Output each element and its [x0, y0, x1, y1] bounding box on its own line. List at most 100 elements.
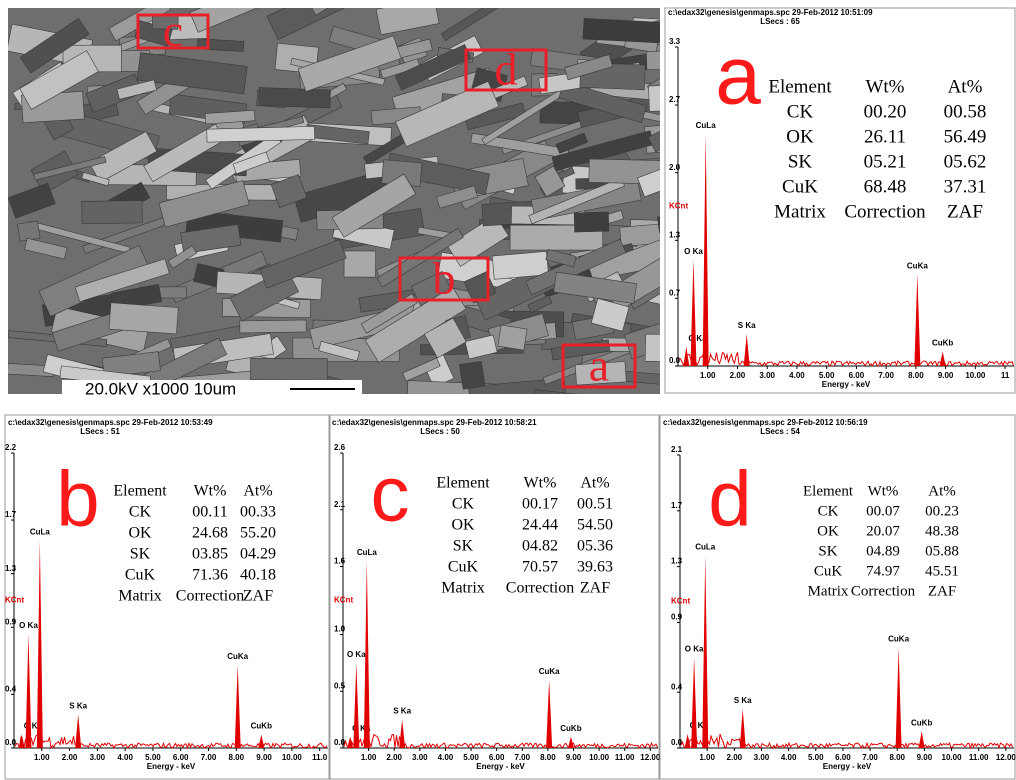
y-axis-label: KCnt: [671, 597, 690, 606]
peak-label: CuKb: [560, 724, 581, 733]
lsecs: LSecs : 51: [80, 427, 120, 436]
y-tick-label: 0.5: [334, 681, 346, 690]
crystal: [459, 361, 485, 389]
table-cell: 03.85: [192, 546, 228, 563]
table-cell: 20.07: [866, 523, 900, 539]
x-tick-label: 8.00: [908, 371, 924, 380]
panel-header: c:\edax32\genesis\genmaps.spc 29-Feb-201…: [8, 418, 213, 427]
table-footer: Correction: [176, 588, 244, 605]
y-tick-label: 1.3: [5, 564, 17, 573]
x-tick-label: 3.00: [754, 753, 770, 762]
x-tick-label: 5.00: [819, 371, 835, 380]
y-tick-label: 0.0: [669, 356, 681, 365]
table-cell: SK: [818, 543, 837, 559]
table-footer: ZAF: [928, 583, 956, 599]
x-tick-label: 2.00: [386, 753, 402, 762]
x-tick-label: 6.00: [173, 753, 189, 762]
x-tick-label: 6.00: [849, 371, 865, 380]
peak-label: CuLa: [357, 548, 378, 557]
x-tick-label: 12.00: [640, 753, 661, 762]
table-cell: OK: [817, 523, 839, 539]
x-tick-label: 2.00: [62, 753, 78, 762]
y-tick-label: 1.3: [671, 557, 683, 566]
y-axis-label: KCnt: [669, 202, 688, 211]
x-tick-label: 4.00: [789, 371, 805, 380]
table-cell: 00.58: [944, 101, 987, 122]
x-tick-label: 9.00: [256, 753, 272, 762]
x-tick-label: 10.00: [589, 753, 610, 762]
table-header: Wt%: [194, 483, 227, 500]
x-tick-label: 8.00: [540, 753, 556, 762]
x-tick-label: 1.00: [34, 753, 50, 762]
x-axis-label: Energy - keV: [476, 762, 525, 771]
x-tick-label: 9.00: [938, 371, 954, 380]
figure: 20.0kV x1000 10um c d b a c:\edax32\genesis\g…: [0, 0, 1016, 780]
table-footer: ZAF: [947, 201, 983, 222]
table-cell: 05.21: [864, 151, 907, 172]
y-tick-label: 0.4: [671, 682, 683, 691]
table-header: At%: [948, 76, 983, 97]
peak-label: O Ka: [684, 247, 703, 256]
peak-label: CuKb: [251, 722, 272, 731]
y-axis-label: KCnt: [5, 596, 24, 605]
table-footer: Matrix: [808, 583, 849, 599]
panel-frame: [5, 415, 329, 779]
y-tick-label: 1.7: [5, 510, 17, 519]
peak-label: CuKa: [888, 635, 909, 644]
table-cell: 00.51: [577, 496, 613, 513]
y-tick-label: 3.3: [669, 37, 681, 46]
panel-letter: a: [715, 31, 761, 122]
table-footer: Matrix: [118, 588, 162, 605]
lsecs: LSecs : 54: [760, 427, 800, 436]
x-tick-label: 10.00: [965, 371, 986, 380]
peak-label: O Ka: [685, 644, 704, 653]
panel-header: c:\edax32\genesis\genmaps.spc 29-Feb-201…: [332, 418, 537, 427]
x-tick-label: 1.00: [700, 371, 716, 380]
table-cell: 05.88: [925, 543, 959, 559]
panel-letter: c: [371, 450, 410, 538]
table-cell: 04.82: [522, 538, 558, 555]
table-cell: 71.36: [192, 567, 228, 584]
table-cell: 00.07: [866, 503, 900, 519]
panel-letter: d: [708, 455, 751, 543]
crystal: [207, 126, 315, 142]
scale-text: 20.0kV x1000 10um: [85, 379, 236, 398]
y-tick-label: 0.9: [671, 613, 683, 622]
x-tick-label: 7.00: [862, 753, 878, 762]
table-cell: 39.63: [577, 559, 613, 576]
table-cell: CK: [787, 101, 814, 122]
y-tick-label: 0.7: [669, 288, 681, 297]
crystal: [498, 325, 527, 350]
x-tick-label: 9.00: [566, 753, 582, 762]
crystal: [109, 303, 178, 334]
peak-label: S Ka: [734, 696, 752, 705]
table-cell: OK: [451, 517, 475, 534]
x-tick-label: 7.00: [201, 753, 217, 762]
region-label: c: [163, 5, 183, 56]
table-footer: ZAF: [580, 580, 610, 597]
table-cell: 40.18: [240, 567, 276, 584]
x-tick-label: 6.00: [489, 753, 505, 762]
crystal: [240, 320, 306, 333]
table-cell: CK: [129, 504, 152, 521]
peak-label: S Ka: [393, 707, 411, 716]
region-label: a: [589, 340, 609, 391]
table-header: Element: [436, 475, 490, 492]
table-cell: CuK: [125, 567, 156, 584]
crystal: [574, 212, 609, 232]
table-cell: 00.33: [240, 504, 276, 521]
y-tick-label: 1.6: [334, 557, 346, 566]
x-tick-label: 7.00: [878, 371, 894, 380]
x-tick-label: 7.00: [514, 753, 530, 762]
table-cell: 45.51: [925, 563, 959, 579]
x-tick-label: 2.00: [727, 753, 743, 762]
x-tick-label: 3.00: [759, 371, 775, 380]
panel-letter: b: [56, 455, 99, 543]
y-tick-label: 2.1: [671, 445, 683, 454]
peak-label: CuKa: [539, 667, 560, 676]
table-cell: 48.38: [925, 523, 959, 539]
table-cell: OK: [786, 126, 814, 147]
table-cell: 05.36: [577, 538, 613, 555]
x-tick-label: 1.00: [361, 753, 377, 762]
table-header: Wt%: [868, 483, 899, 499]
